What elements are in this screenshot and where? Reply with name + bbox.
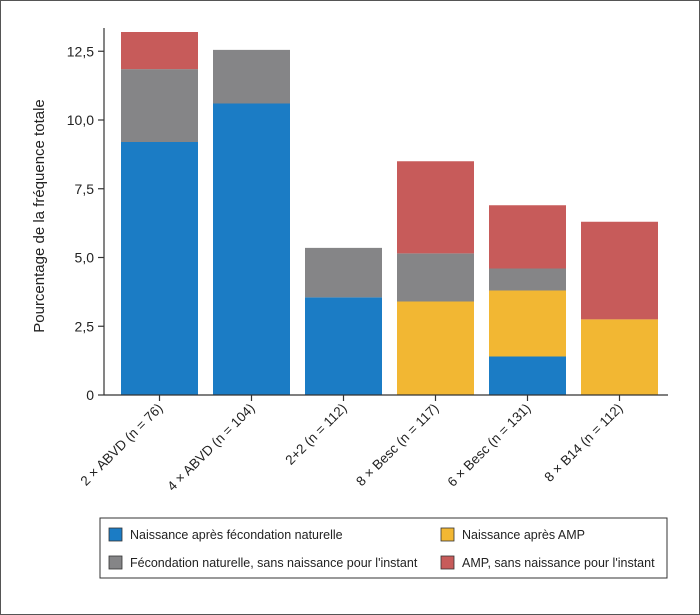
bar-segment	[305, 297, 382, 395]
y-tick-label: 5,0	[75, 250, 95, 266]
y-tick-label: 12,5	[67, 43, 94, 59]
legend: Naissance après fécondation naturelle Nai…	[99, 517, 668, 579]
bar-segment	[213, 49, 290, 104]
bar-segment	[397, 161, 474, 254]
x-tick-label: 2+2 (n = 112)	[282, 401, 349, 468]
legend-label: AMP, sans naissance pour l'instant	[462, 556, 655, 570]
legend-label: Fécondation naturelle, sans naissance po…	[130, 556, 418, 570]
bar-segment	[581, 319, 658, 395]
y-tick-label: 10,0	[67, 112, 94, 128]
bar-segment	[581, 221, 658, 320]
x-tick-label: 4 × ABVD (n = 104)	[164, 401, 257, 494]
y-tick-label: 7,5	[75, 181, 95, 197]
bar-segment	[121, 32, 198, 70]
bar-segment	[489, 290, 566, 357]
bars	[121, 32, 658, 395]
bar-segment	[213, 103, 290, 395]
bar-segment	[121, 69, 198, 142]
legend-swatch	[108, 527, 123, 542]
legend-swatch	[108, 555, 123, 570]
y-axis: 0 2,5 5,0 7,5 10,0 12,5	[67, 28, 105, 403]
x-tick-label: 6 × Besc (n = 131)	[444, 401, 533, 490]
y-tick-label: 0	[86, 387, 94, 403]
y-tick-label: 2,5	[75, 318, 95, 334]
bar-segment	[489, 356, 566, 395]
bar-segment	[305, 247, 382, 298]
bar-segment	[489, 268, 566, 291]
bar-segment	[397, 253, 474, 302]
x-tick-label: 8 × B14 (n = 112)	[541, 401, 625, 485]
x-axis: 2 × ABVD (n = 76)4 × ABVD (n = 104) 2+2 (…	[78, 394, 668, 494]
bar-segment	[121, 142, 198, 395]
x-tick-label: 2 × ABVD (n = 76)	[78, 401, 166, 489]
legend-swatch	[440, 527, 455, 542]
x-tick-label: 8 × Besc (n = 117)	[353, 401, 441, 489]
legend-label: Naissance après fécondation naturelle	[130, 528, 343, 542]
bar-segment	[489, 205, 566, 269]
legend-swatch	[440, 555, 455, 570]
legend-label: Naissance après AMP	[462, 528, 585, 542]
legend-box	[99, 517, 668, 579]
bar-segment	[397, 301, 474, 395]
y-axis-title: Pourcentage de la fréquence totale	[31, 99, 48, 333]
